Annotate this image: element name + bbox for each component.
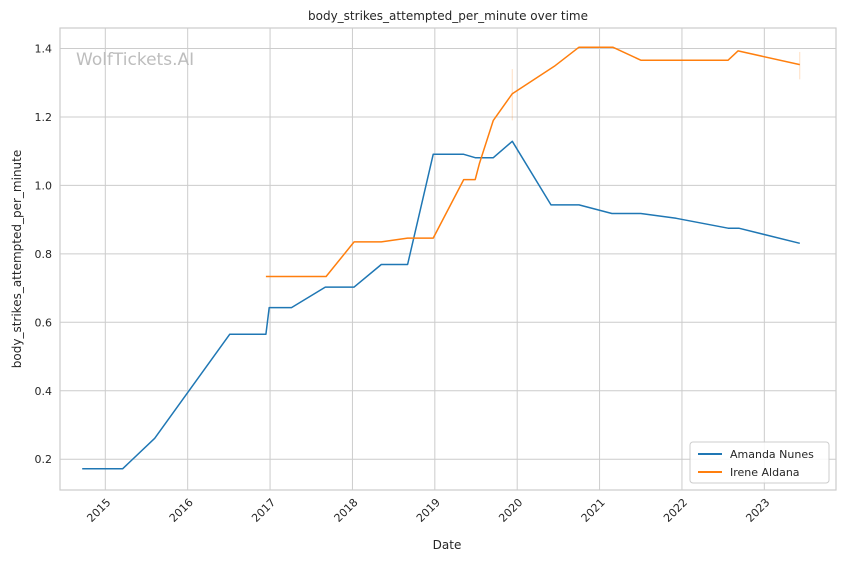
y-tick-label: 0.4 [35,385,53,398]
x-tick-label: 2023 [743,496,772,525]
legend: Amanda Nunes Irene Aldana [689,441,830,484]
chart-title: body_strikes_attempted_per_minute over t… [308,9,588,23]
y-axis-label: body_strikes_attempted_per_minute [10,150,24,368]
y-tick-label: 1.4 [35,43,53,56]
series-lines [82,46,800,470]
x-axis-ticks: 2015 2016 2017 2018 2019 2020 2021 2022 2023 [84,496,772,525]
x-tick-label: 2019 [414,496,443,525]
x-tick-label: 2015 [84,496,113,525]
y-tick-label: 0.6 [35,316,53,329]
series-line-amanda-nunes [82,140,800,470]
series-line-irene-aldana [265,46,800,278]
error-bars [511,51,801,121]
y-tick-label: 1.0 [35,179,53,192]
y-tick-label: 0.8 [35,248,53,261]
legend-label-irene-aldana: Irene Aldana [730,466,800,479]
x-tick-label: 2017 [249,496,278,525]
x-tick-label: 2022 [661,496,690,525]
x-tick-label: 2016 [167,496,196,525]
x-tick-label: 2018 [332,496,361,525]
x-tick-label: 2021 [579,496,608,525]
y-tick-label: 0.2 [35,453,53,466]
grid [60,28,836,490]
legend-label-amanda-nunes: Amanda Nunes [730,448,814,461]
watermark: WolfTickets.AI [76,50,194,70]
plot-frame [59,27,837,491]
y-tick-label: 1.2 [35,111,53,124]
x-tick-label: 2020 [496,496,525,525]
y-axis-ticks: 0.2 0.4 0.6 0.8 1.0 1.2 1.4 [35,43,53,467]
x-axis-label: Date [433,538,462,552]
